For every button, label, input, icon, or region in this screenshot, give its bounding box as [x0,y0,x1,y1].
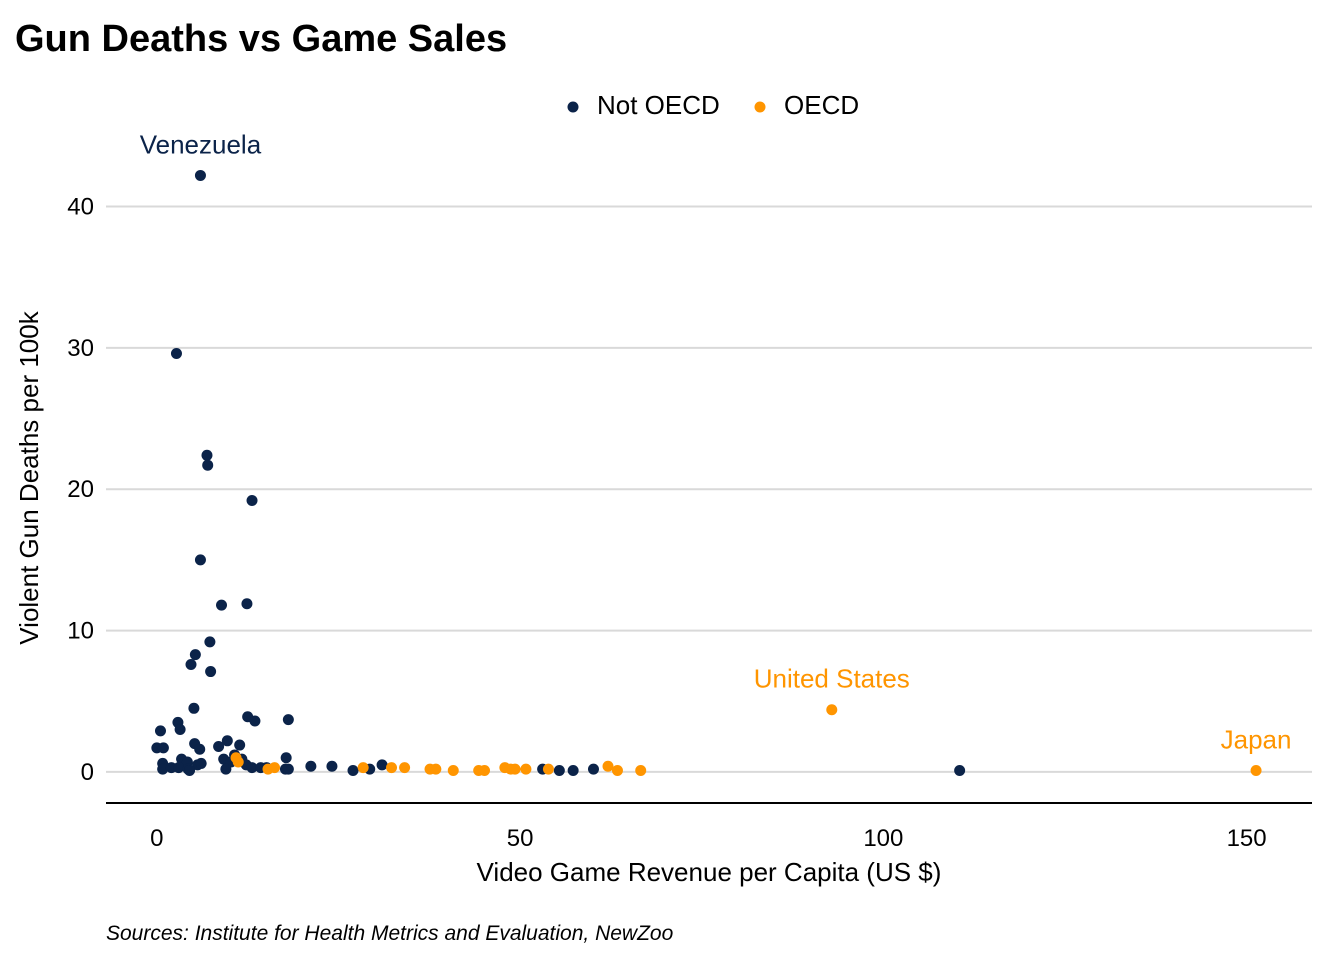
point-oecd-19 [602,760,614,772]
point-oecd-11 [447,764,459,776]
x-tick-label-150: 150 [1227,825,1267,852]
point-not-oecd-23 [157,742,169,754]
point-not-oecd-54 [553,764,565,776]
point-not-oecd-8 [204,636,216,648]
legend-marker-not-oecd [567,101,579,113]
point-not-oecd-52 [376,759,388,771]
point-not-oecd-56 [587,763,599,775]
point-not-oecd-10 [185,658,197,670]
point-not-oecd-11 [205,666,217,678]
point-not-oecd-57 [954,764,966,776]
point-oecd-18 [542,763,554,775]
annotation-japan: Japan [1221,724,1292,754]
y-tick-label-40: 40 [67,194,94,221]
y-axis-title: Violent Gun Deaths per 100k [14,310,44,644]
x-tick-labels: 0 50 100 150 [150,825,1266,852]
point-oecd-5 [269,762,281,774]
point-not-oecd-47 [282,763,294,775]
point-not-oecd-7 [241,598,253,610]
x-tick-label-50: 50 [507,825,534,852]
point-not-oecd-50 [347,764,359,776]
point-oecd-16 [509,763,521,775]
point-not-oecd-17 [174,724,186,736]
point-not-oecd-21 [234,739,246,751]
point-not-oecd-20 [221,735,233,747]
point-not-oecd-48 [305,760,317,772]
point-not-oecd-55 [567,764,579,776]
point-not-oecd-39 [173,762,185,774]
point-oecd-21 [635,764,647,776]
point-oecd-7 [386,762,398,774]
point-oecd-20 [611,764,623,776]
point-not-oecd-14 [249,715,261,727]
x-tick-label-100: 100 [863,825,903,852]
gridlines [106,205,1312,773]
point-not-oecd-2 [201,449,213,461]
point-not-oecd-4 [246,495,258,507]
point-not-oecd-49 [326,760,338,772]
point-not-oecd-37 [157,763,169,775]
point-not-oecd-12 [188,702,200,714]
point-not-oecd-15 [282,714,294,726]
point-oecd-8 [399,762,411,774]
y-tick-label-0: 0 [81,759,94,786]
source-caption: Sources: Institute for Health Metrics an… [106,922,674,945]
point-oecd-6 [357,762,369,774]
point-oecd-17 [520,763,532,775]
point-oecd-10 [430,763,442,775]
y-tick-label-20: 20 [67,476,94,503]
chart-title: Gun Deaths vs Game Sales [15,18,507,60]
point-not-oecd-1 [170,348,182,360]
annotations: Venezuela United States Japan [140,129,1292,754]
annotation-united-states: United States [754,664,910,694]
point-not-oecd-25 [213,740,225,752]
data-points [151,169,1262,776]
point-not-oecd-3 [202,459,214,471]
legend-label-not-oecd: Not OECD [597,90,720,120]
x-axis-title: Video Game Revenue per Capita (US $) [477,857,942,887]
point-not-oecd-9 [189,649,201,661]
point-not-oecd-6 [216,599,228,611]
point-not-oecd-0 [194,169,206,181]
legend: Not OECD OECD [567,90,859,120]
point-not-oecd-41 [184,764,196,776]
legend-label-oecd: OECD [784,90,859,120]
point-not-oecd-24 [194,743,206,755]
point-not-oecd-32 [195,757,207,769]
x-tick-label-0: 0 [150,825,163,852]
point-not-oecd-18 [154,725,166,737]
legend-marker-oecd [754,101,766,113]
point-not-oecd-26 [280,752,292,764]
point-not-oecd-42 [220,763,232,775]
y-tick-label-30: 30 [67,335,94,362]
y-tick-label-10: 10 [67,618,94,645]
point-oecd-1 [1250,764,1262,776]
point-oecd-13 [479,764,491,776]
y-tick-labels: 0 10 20 30 40 [67,194,94,786]
point-not-oecd-5 [194,554,206,566]
point-oecd-3 [232,756,244,768]
point-oecd-0 [826,704,838,716]
point-not-oecd-43 [246,762,258,774]
annotation-venezuela: Venezuela [140,129,262,159]
